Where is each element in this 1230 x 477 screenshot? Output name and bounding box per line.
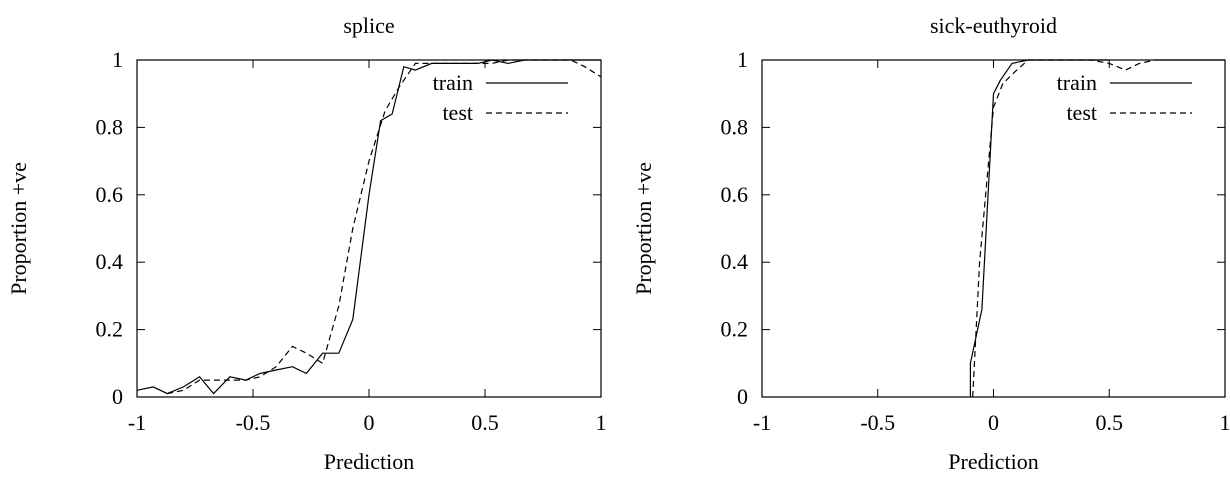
- y-axis-label: Proportion +ve: [6, 162, 31, 295]
- y-tick-label: 0.6: [721, 182, 749, 207]
- x-axis-label: Prediction: [324, 449, 414, 474]
- x-tick-label: 0: [988, 410, 999, 435]
- chart-title: splice: [343, 13, 394, 38]
- x-tick-label: -0.5: [860, 410, 895, 435]
- y-tick-label: 0.2: [96, 317, 124, 342]
- x-tick-label: 0.5: [1096, 410, 1124, 435]
- y-tick-label: 0.4: [721, 249, 749, 274]
- y-tick-label: 0: [737, 384, 748, 409]
- y-tick-label: 0: [112, 384, 123, 409]
- series-line-test: [972, 59, 1156, 398]
- x-axis-label: Prediction: [948, 449, 1038, 474]
- x-tick-label: -1: [753, 410, 771, 435]
- x-tick-label: 1: [1220, 410, 1230, 435]
- x-tick-label: 0: [364, 410, 375, 435]
- x-tick-label: -1: [128, 410, 146, 435]
- x-tick-label: -0.5: [236, 410, 271, 435]
- legend-label-train: train: [433, 70, 473, 95]
- y-tick-label: 0.2: [721, 317, 749, 342]
- chart-panel-1: splice Prediction Proportion +ve -1 -0.5 0 0.5…: [6, 13, 607, 474]
- y-tick-label: 0.8: [96, 114, 124, 139]
- y-tick-label: 0.6: [96, 182, 124, 207]
- x-tick-label: 1: [596, 410, 607, 435]
- series-line-test: [167, 59, 602, 395]
- legend-label-test: test: [442, 100, 473, 125]
- series-line-train: [136, 59, 601, 395]
- series-line-train: [969, 59, 1225, 397]
- x-tick-label: 0.5: [471, 410, 499, 435]
- legend-label-train: train: [1057, 70, 1097, 95]
- chart-panel-2: sick-euthyroid Prediction Proportion +ve -1…: [631, 13, 1230, 474]
- y-tick-label: 0.8: [721, 114, 749, 139]
- y-tick-label: 0.4: [96, 249, 124, 274]
- plot-frame: [761, 59, 1226, 398]
- y-axis-label: Proportion +ve: [631, 162, 656, 295]
- legend-label-test: test: [1066, 100, 1097, 125]
- y-tick-label: 1: [737, 47, 748, 72]
- plot-frame: [136, 59, 602, 398]
- y-tick-label: 1: [112, 47, 123, 72]
- chart-title: sick-euthyroid: [930, 13, 1057, 38]
